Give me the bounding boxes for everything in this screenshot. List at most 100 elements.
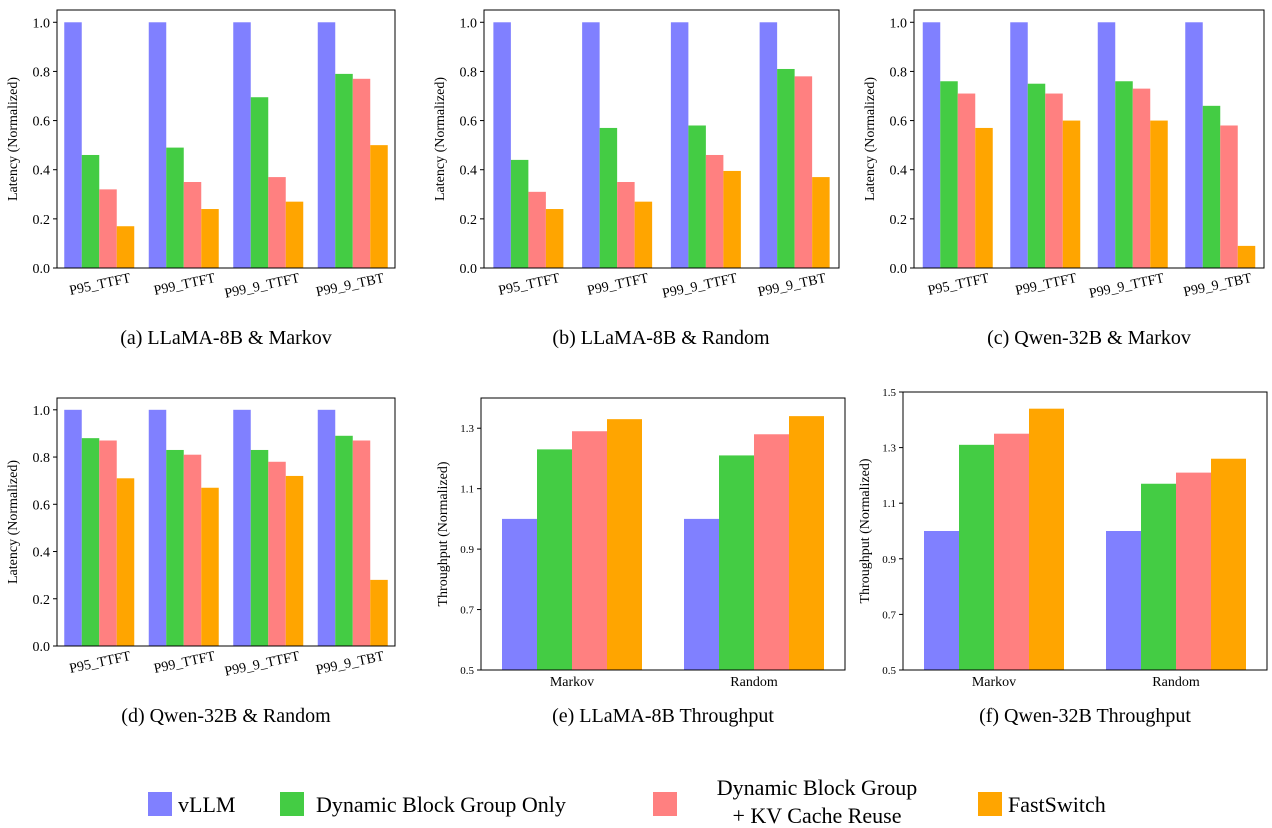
panel-caption: (a) LLaMA-8B & Markov [120,327,332,349]
bar [777,68,795,268]
y-tick-label: 1.5 [882,387,896,399]
y-tick-label: 1.1 [460,484,474,496]
bar [975,127,993,268]
legend-swatch [653,792,677,816]
y-tick-label: 0.4 [33,546,51,561]
x-tick-label: P99_9_TBT [757,271,828,300]
bar [81,438,100,646]
x-tick-label: P99_TTFT [586,271,650,299]
x-tick-label: P99_9_TBT [315,649,386,678]
bar [1202,105,1221,268]
bar [1097,22,1116,268]
legend-item: Dynamic Block Group Only [280,792,566,817]
bar [1029,408,1064,670]
bar [116,478,135,646]
y-tick-label: 1.0 [33,16,51,31]
bar [705,154,724,268]
bar [352,78,371,268]
x-tick-label: Markov [550,675,594,690]
legend-label: Dynamic Block Group + KV Cache Reuse [717,775,917,828]
bar [1176,472,1211,670]
bar [1115,81,1133,268]
y-tick-label: 1.0 [890,16,908,31]
y-tick-label: 0.4 [890,164,908,179]
chart-panel-2: 0.0 0.2 0.4 0.6 0.8 1.0 P95_TTFT P99_TTFT P99_9_… [433,9,840,349]
x-tick-label: Random [730,675,778,690]
legend-label: vLLM [178,792,235,817]
x-tick-label: P99_TTFT [1014,271,1078,299]
y-tick-label: 0.6 [33,498,51,513]
y-tick-label: 0.8 [460,65,478,80]
y-tick-label: 0.9 [460,544,474,556]
y-tick-label: 1.3 [882,443,896,455]
plot-frame [56,397,396,647]
x-tick-label: P99_TTFT [153,271,217,299]
x-tick-label: P99_TTFT [153,649,217,677]
y-axis-label: Latency (Normalized) [6,77,21,201]
legend-swatch [280,792,304,816]
y-tick-label: 0.6 [890,115,908,130]
bar [148,409,167,646]
bar [1045,93,1063,268]
y-tick-label: 0.0 [890,262,908,277]
bar [201,487,219,646]
bar [1132,88,1151,268]
bar [510,159,529,268]
y-tick-label: 0.2 [460,213,478,228]
bar [116,226,135,268]
bar [723,170,741,268]
x-tick-label: P99_9_TBT [1182,271,1253,300]
y-tick-label: 1.0 [460,16,478,31]
bar [1150,120,1168,268]
panel-caption: (b) LLaMA-8B & Random [552,327,770,349]
y-tick-label: 0.6 [460,115,478,130]
bar [634,201,653,268]
bar [317,409,336,646]
bar [719,455,754,670]
bar [754,434,789,670]
y-axis-label: Latency (Normalized) [863,77,878,201]
bar [250,449,269,646]
chart-panel-3: 0.0 0.2 0.4 0.6 0.8 1.0 P95_TTFT P99_TTFT P99_9_… [863,9,1265,349]
bar [1106,531,1141,670]
bar [1141,483,1176,670]
y-tick-label: 0.0 [33,262,51,277]
x-tick-label: Markov [972,675,1016,690]
bar [959,444,994,670]
bar [166,449,184,646]
y-tick-label: 0.8 [33,65,51,80]
legend-item: vLLM [148,792,235,817]
bar [64,22,82,268]
bar [99,189,117,268]
chart-panel-6: 0.5 0.7 0.9 1.1 1.3 1.5 Markov Random Throughput… [858,387,1268,727]
y-tick-label: 0.0 [460,262,478,277]
y-tick-label: 0.4 [33,164,51,179]
y-tick-label: 0.2 [33,593,51,608]
x-tick-label: P99_9_TBT [315,271,386,300]
bar [599,127,618,268]
plot-frame [902,391,1268,671]
x-tick-label: P99_9_TTFT [223,649,301,680]
y-tick-label: 0.2 [33,213,51,228]
bar [81,154,100,268]
y-tick-label: 0.9 [882,554,896,566]
bar [250,97,269,268]
legend: vLLM Dynamic Block Group Only Dynamic Bloc… [148,775,1106,828]
bar [670,22,689,268]
legend-item: FastSwitch [978,792,1106,817]
bar [233,22,251,268]
bar [148,22,167,268]
bar [794,76,813,268]
bar [285,201,304,268]
plot-frame [56,9,396,269]
bar [370,145,388,268]
x-tick-label: Random [1152,675,1200,690]
y-axis-label: Throughput (Normalized) [858,458,873,603]
panel-caption: (d) Qwen-32B & Random [121,705,331,727]
bar [493,22,511,268]
bar [617,182,635,268]
x-tick-label: P99_9_TTFT [1088,271,1166,302]
bar [759,22,778,268]
